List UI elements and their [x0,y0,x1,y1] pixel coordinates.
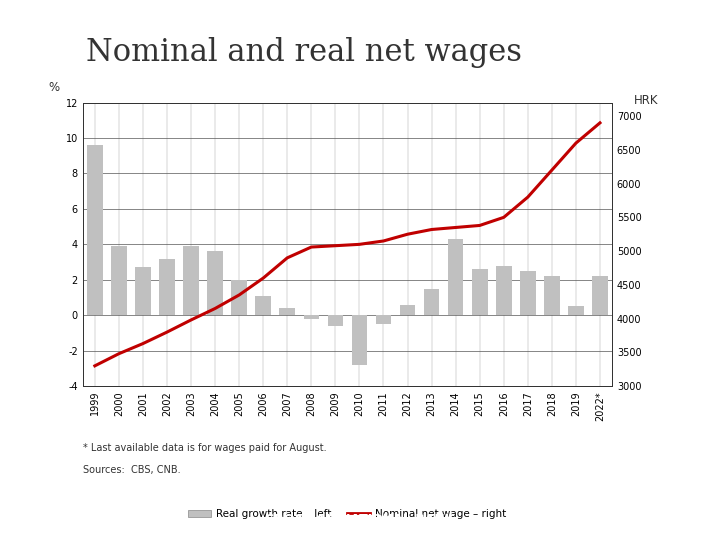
Text: * Last available data is for wages paid for August.: * Last available data is for wages paid … [83,443,326,453]
Y-axis label: HRK: HRK [634,94,659,107]
Bar [159,259,175,315]
Bar [304,315,319,319]
Text: Sources:  CBS, CNB.: Sources: CBS, CNB. [83,464,181,475]
Bar [520,271,536,315]
Bar [207,252,223,315]
Bar [448,239,464,315]
Bar [279,308,295,315]
Bar [472,269,487,315]
Bar [328,315,343,326]
Bar [376,315,391,324]
Bar [256,296,271,315]
Bar [87,145,103,315]
Bar [351,315,367,365]
Bar [496,266,512,315]
Bar [400,305,415,315]
Legend: Real growth rate – left, Nominal net wage – right: Real growth rate – left, Nominal net wag… [184,505,510,523]
Bar [592,276,608,315]
Bar [231,280,247,315]
Text: CROATIAN NATIONAL BANK: CROATIAN NATIONAL BANK [265,513,455,526]
Text: Nominal and real net wages: Nominal and real net wages [86,37,523,69]
Bar [135,267,150,315]
Bar [544,276,559,315]
Y-axis label: %: % [48,81,59,94]
Bar [111,246,127,315]
Bar [568,306,584,315]
Bar [424,289,439,315]
Bar [183,246,199,315]
